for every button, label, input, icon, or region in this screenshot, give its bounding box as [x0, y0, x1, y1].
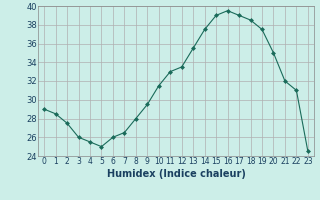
- X-axis label: Humidex (Indice chaleur): Humidex (Indice chaleur): [107, 169, 245, 179]
